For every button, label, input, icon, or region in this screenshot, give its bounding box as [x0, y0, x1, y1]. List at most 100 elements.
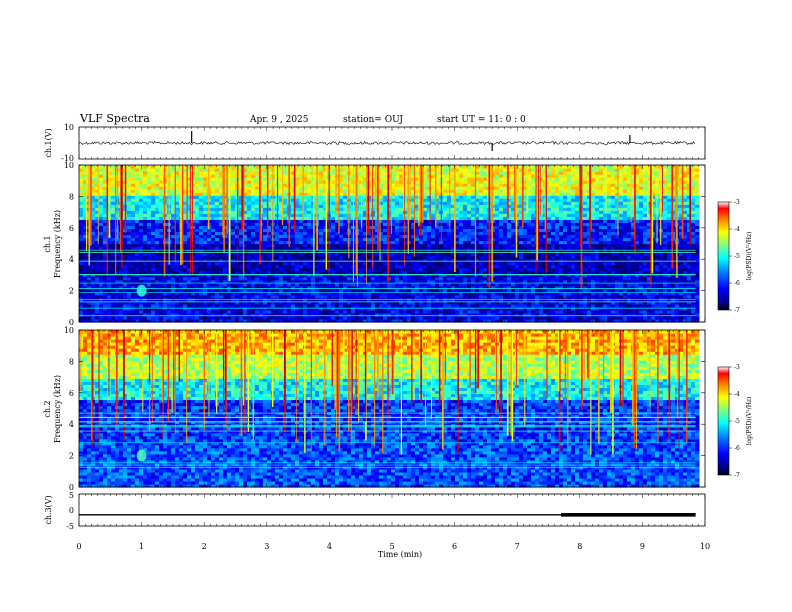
- ch1-spectro-cell: [507, 234, 512, 239]
- ch1-spectro-cell: [451, 291, 456, 296]
- ch1-spectro-cell: [583, 270, 588, 275]
- ch1-spectro-cell: [419, 258, 424, 263]
- ch1-spectro-cell: [475, 240, 480, 245]
- ch1-spectro-cell: [79, 291, 84, 296]
- ch1-spectro-cell: [343, 234, 348, 239]
- ch1-spectro-cell: [379, 279, 384, 284]
- ch1-spectro-cell: [371, 261, 376, 266]
- ch1-spectro-cell: [343, 303, 348, 308]
- ch1-spectro-cell: [267, 291, 272, 296]
- ch1-spectro-cell: [679, 294, 684, 299]
- ch1-spectro-cell: [619, 261, 624, 266]
- ch1-spectro-cell: [459, 288, 464, 293]
- ch1-spectro-cell: [167, 291, 172, 296]
- ch1-spectro-cell: [347, 288, 352, 293]
- ch1-spectro-cell: [531, 270, 536, 275]
- ch1-spectro-cell: [315, 312, 320, 317]
- ch1-spectro-cell: [503, 270, 508, 275]
- ch1-spectro-cell: [263, 285, 268, 290]
- ch1-spectro-cell: [603, 309, 608, 314]
- ch1-spectro-cell: [591, 246, 596, 251]
- ch1-spectro-cell: [539, 258, 544, 263]
- ch1-spectro-cell: [551, 246, 556, 251]
- ch1-spectro-cell: [111, 285, 116, 290]
- ch1-spectro-cell: [483, 306, 488, 311]
- ch1-spectro-cell: [655, 318, 660, 323]
- ch1-spectro-cell: [459, 234, 464, 239]
- ch1-spectro-cell: [575, 312, 580, 317]
- ch1-spectro-cell: [387, 303, 392, 308]
- ch1-spectro-cell: [123, 294, 128, 299]
- ch1-spectro-cell: [655, 300, 660, 305]
- ch1-spectro-cell: [259, 261, 264, 266]
- ch1-spectro-cell: [207, 285, 212, 290]
- ch1-spectro-cell: [663, 234, 668, 239]
- ch1-spectro-cell: [183, 276, 188, 281]
- ch1-spectro-cell: [443, 276, 448, 281]
- ch1-spectro-cell: [615, 270, 620, 275]
- ch1-spectro-cell: [479, 300, 484, 305]
- ch1-spectro-cell: [299, 240, 304, 245]
- ch1-spectro-cell: [623, 318, 628, 323]
- ch1-spectro-cell: [183, 315, 188, 320]
- ch1-spectro-cell: [567, 231, 572, 236]
- ch1-spectro-cell: [423, 279, 428, 284]
- ch1-spectro-cell: [587, 279, 592, 284]
- ch1-spectro-cell: [131, 300, 136, 305]
- ch1-spectro-cell: [187, 246, 192, 251]
- ch1-spectro-cell: [195, 294, 200, 299]
- ch1-spectro-cell: [375, 270, 380, 275]
- ch1-spectro-cell: [259, 246, 264, 251]
- ch1-spectro-cell: [147, 252, 152, 257]
- ch1-spectro-cell: [455, 270, 460, 275]
- ch1-spectro-cell: [239, 276, 244, 281]
- ch1-spectro-cell: [607, 291, 612, 296]
- ch1-spectro-cell: [571, 282, 576, 287]
- ch1-spectro-cell: [551, 282, 556, 287]
- ch1-spectro-cell: [383, 264, 388, 269]
- ch1-spectro-cell: [167, 279, 172, 284]
- ch1-spectro-cell: [611, 264, 616, 269]
- ch1-spectro-cell: [159, 315, 164, 320]
- ch1-spectro-cell: [199, 246, 204, 251]
- ch1-spectro-cell: [651, 303, 656, 308]
- ch1-spectro-cell: [255, 318, 260, 323]
- ch1-spectro-cell: [687, 306, 692, 311]
- ch1-spectro-cell: [639, 246, 644, 251]
- ch1-spectro-cell: [479, 267, 484, 272]
- ch1-spectro-cell: [223, 303, 228, 308]
- ch1-spectro-cell: [243, 255, 248, 260]
- ch1-spectro-cell: [471, 255, 476, 260]
- ch1-spectro-cell: [323, 264, 328, 269]
- ch1-spectro-cell: [619, 291, 624, 296]
- ch1-spectro-cell: [671, 300, 676, 305]
- ch1-spectro-cell: [367, 252, 372, 257]
- ch1-spectro-cell: [219, 318, 224, 323]
- ch1-spectro-cell: [219, 291, 224, 296]
- ch1-spectro-cell: [319, 264, 324, 269]
- ch1-spectro-cell: [559, 228, 564, 233]
- ch1-spectro-cell: [279, 291, 284, 296]
- ch1-spectro-cell: [467, 258, 472, 263]
- ch1-spectro-cell: [451, 315, 456, 320]
- ch1-spectro-cell: [263, 318, 268, 323]
- ch1-spectro-cell: [595, 279, 600, 284]
- ch1-spectro-cell: [471, 288, 476, 293]
- ch1-spectro-cell: [131, 282, 136, 287]
- ch1-spectro-cell: [295, 237, 300, 242]
- ch1-spectro-cell: [179, 291, 184, 296]
- ch1-spectro-cell: [179, 270, 184, 275]
- ch1-spectro-cell: [291, 237, 296, 242]
- ch1-spectro-cell: [327, 273, 332, 278]
- ch1-spectro-cell: [103, 231, 108, 236]
- ch1-spectro-cell: [623, 270, 628, 275]
- ch1-spectro-cell: [123, 276, 128, 281]
- ch1-spectro-cell: [483, 243, 488, 248]
- ch1-spectro-cell: [315, 285, 320, 290]
- ch1-spectro-cell: [391, 309, 396, 314]
- ch1-spectro-cell: [543, 279, 548, 284]
- ch1-spectro-cell: [423, 285, 428, 290]
- ch1-spectro-cell: [543, 252, 548, 257]
- ch1-spectro-cell: [367, 306, 372, 311]
- ch1-spectro-cell: [663, 261, 668, 266]
